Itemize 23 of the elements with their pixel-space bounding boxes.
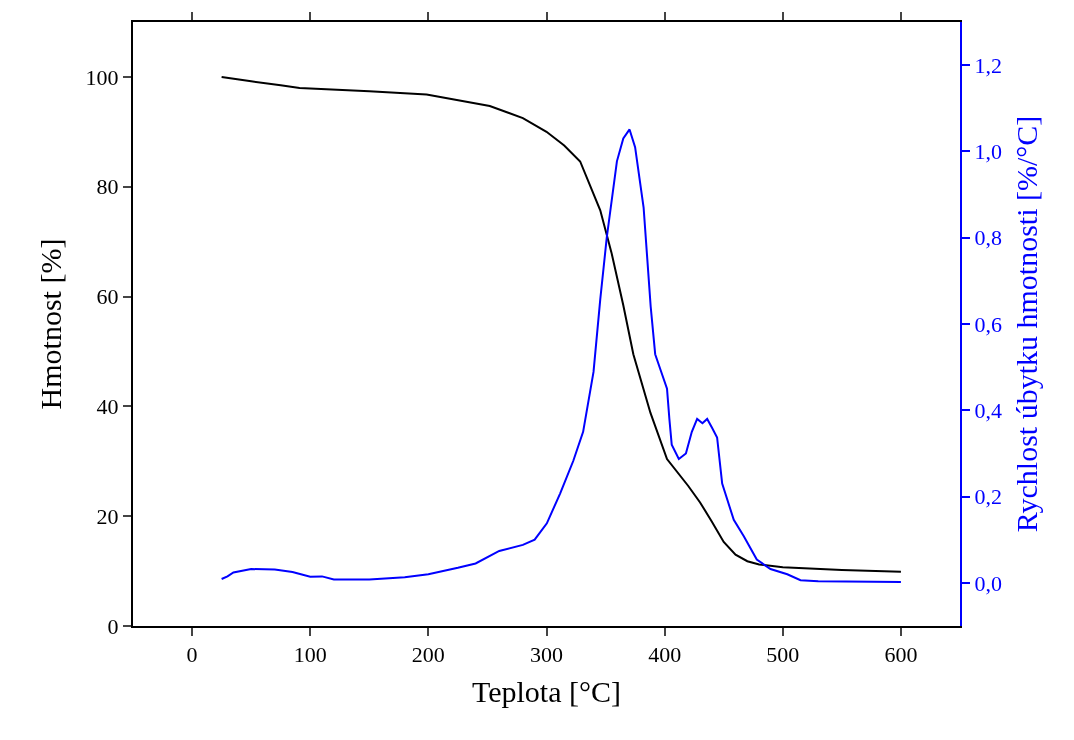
y-tick-label: 100 [85, 64, 119, 90]
x-tick-label: 300 [530, 642, 563, 668]
y-tick-label: 0 [107, 613, 119, 639]
y2-tick-label: 0,0 [974, 570, 1002, 596]
y-tick-label: 60 [96, 284, 119, 310]
y2-tick-label: 1,2 [974, 52, 1002, 78]
x-tick-label: 0 [186, 642, 198, 668]
y2-axis-title: Rychlost úbytku hmotnosti [%/°C] [1009, 115, 1043, 533]
y2-tick-label: 1,0 [974, 139, 1002, 165]
y2-tick-label: 0,4 [974, 397, 1002, 423]
y2-tick-label: 0,8 [974, 225, 1002, 251]
y-tick-label: 40 [96, 394, 119, 420]
x-axis-title: Teplota [°C] [471, 675, 622, 709]
y2-tick-label: 0,2 [974, 484, 1002, 510]
y-axis-title: Hmotnost [%] [34, 238, 68, 410]
y2-tick-label: 0,6 [974, 311, 1002, 337]
x-tick-label: 400 [648, 642, 682, 668]
x-tick-label: 500 [766, 642, 800, 668]
x-tick-label: 100 [293, 642, 327, 668]
y-tick-label: 80 [96, 174, 119, 200]
y-tick-label: 20 [96, 503, 119, 529]
x-tick-label: 600 [884, 642, 918, 668]
x-tick-label: 200 [411, 642, 445, 668]
